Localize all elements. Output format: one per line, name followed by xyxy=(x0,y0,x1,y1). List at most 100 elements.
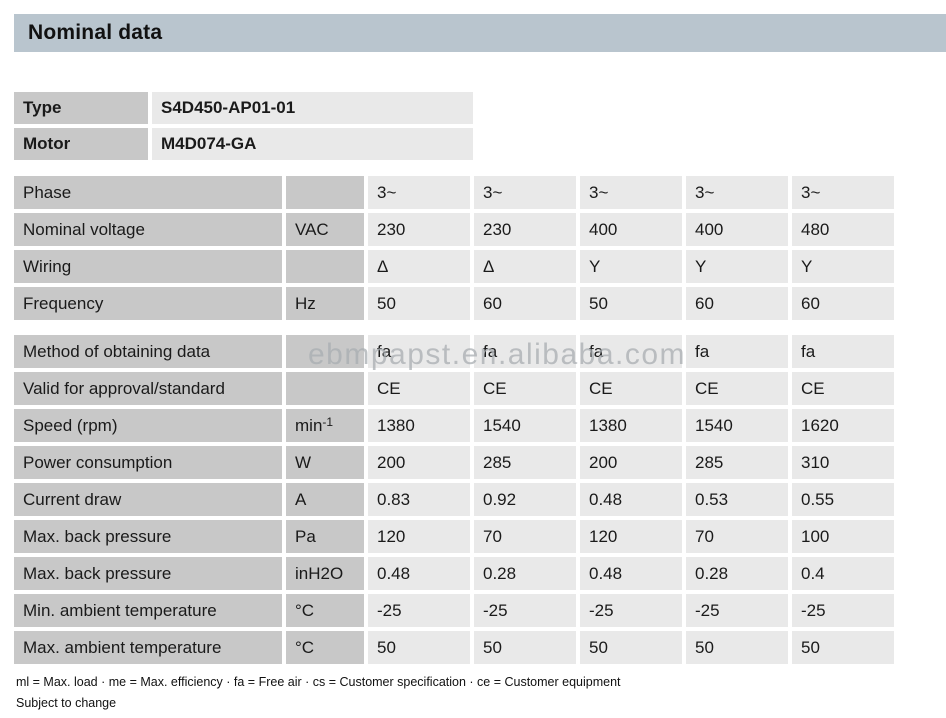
row-value-cell: -25 xyxy=(474,594,576,627)
table-row: Valid for approval/standard CE CE CE CE CE xyxy=(14,372,894,405)
row-value-cell: -25 xyxy=(368,594,470,627)
identity-table: Type S4D450-AP01-01 Motor M4D074-GA xyxy=(14,92,473,164)
row-value-cell: 310 xyxy=(792,446,894,479)
table-row: Type S4D450-AP01-01 xyxy=(14,92,473,124)
row-unit-cell xyxy=(286,176,364,209)
row-label-cell: Phase xyxy=(14,176,282,209)
row-value-cell: -25 xyxy=(580,594,682,627)
row-value-cell: fa xyxy=(580,335,682,368)
row-value-cell: 285 xyxy=(686,446,788,479)
row-value-cell: 400 xyxy=(686,213,788,246)
table-row: Min. ambient temperature °C -25 -25 -25 -25 -2… xyxy=(14,594,894,627)
row-unit-cell: Hz xyxy=(286,287,364,320)
row-value-cell: 3~ xyxy=(474,176,576,209)
row-value-cell: 3~ xyxy=(792,176,894,209)
row-value-cell: 480 xyxy=(792,213,894,246)
row-value-cell: 0.48 xyxy=(368,557,470,590)
row-value-cell: 0.55 xyxy=(792,483,894,516)
row-value-cell: 200 xyxy=(580,446,682,479)
row-unit-cell: Pa xyxy=(286,520,364,553)
row-value-cell: 200 xyxy=(368,446,470,479)
row-value-cell: fa xyxy=(686,335,788,368)
unit-text: Pa xyxy=(295,526,316,546)
row-unit-cell: °C xyxy=(286,631,364,664)
row-value-cell: 285 xyxy=(474,446,576,479)
row-value-cell: M4D074-GA xyxy=(152,128,473,160)
unit-text: W xyxy=(295,452,312,472)
unit-text: Hz xyxy=(295,293,316,313)
section-header-bar: Nominal data xyxy=(14,14,946,52)
row-value-cell: 230 xyxy=(474,213,576,246)
row-value-cell: 100 xyxy=(792,520,894,553)
row-label-cell: Current draw xyxy=(14,483,282,516)
table-row: Motor M4D074-GA xyxy=(14,128,473,160)
row-value-cell: 1380 xyxy=(580,409,682,442)
row-unit-cell xyxy=(286,335,364,368)
row-unit-cell xyxy=(286,372,364,405)
footnote-abbreviations: ml = Max. load · me = Max. efficiency · … xyxy=(16,675,621,689)
spec-table-electrical: Phase 3~ 3~ 3~ 3~ 3~ Nominal voltage VAC 230 230 4… xyxy=(14,176,894,324)
unit-superscript: -1 xyxy=(322,414,334,429)
row-value-cell: CE xyxy=(686,372,788,405)
table-row: Frequency Hz 50 60 50 60 60 xyxy=(14,287,894,320)
row-label-cell: Max. ambient temperature xyxy=(14,631,282,664)
row-label-cell: Speed (rpm) xyxy=(14,409,282,442)
row-value-cell: 1620 xyxy=(792,409,894,442)
table-row: Max. ambient temperature °C 50 50 50 50 50 xyxy=(14,631,894,664)
page-title: Nominal data xyxy=(28,21,163,44)
row-label-cell: Max. back pressure xyxy=(14,520,282,553)
row-value-cell: 50 xyxy=(792,631,894,664)
row-value-cell: 3~ xyxy=(368,176,470,209)
unit-text: °C xyxy=(295,637,315,657)
row-value-cell: 120 xyxy=(368,520,470,553)
row-value-cell: 60 xyxy=(792,287,894,320)
row-value-cell: -25 xyxy=(686,594,788,627)
row-value-cell: 0.4 xyxy=(792,557,894,590)
row-value-cell: 1380 xyxy=(368,409,470,442)
row-value-cell: 0.28 xyxy=(474,557,576,590)
row-label-cell: Max. back pressure xyxy=(14,557,282,590)
row-value-cell: 230 xyxy=(368,213,470,246)
row-unit-cell: inH2O xyxy=(286,557,364,590)
row-unit-cell: °C xyxy=(286,594,364,627)
row-label-cell: Valid for approval/standard xyxy=(14,372,282,405)
row-value-cell: Y xyxy=(792,250,894,283)
row-value-cell: 50 xyxy=(686,631,788,664)
row-value-cell: Y xyxy=(580,250,682,283)
row-label-cell: Motor xyxy=(14,128,148,160)
row-label-cell: Frequency xyxy=(14,287,282,320)
row-value-cell: 120 xyxy=(580,520,682,553)
row-value-cell: fa xyxy=(368,335,470,368)
table-row: Speed (rpm) min -1 1380 1540 1380 1540 1620 xyxy=(14,409,894,442)
row-value-cell: 1540 xyxy=(474,409,576,442)
unit-text: A xyxy=(295,489,307,509)
row-value-cell: 70 xyxy=(474,520,576,553)
row-value-cell: CE xyxy=(792,372,894,405)
row-value-cell: CE xyxy=(580,372,682,405)
row-value-cell: 50 xyxy=(368,631,470,664)
row-value-cell: 0.48 xyxy=(580,483,682,516)
row-value-cell: 60 xyxy=(474,287,576,320)
row-value-cell: CE xyxy=(368,372,470,405)
row-label-cell: Min. ambient temperature xyxy=(14,594,282,627)
row-label-cell: Wiring xyxy=(14,250,282,283)
unit-text: min xyxy=(295,415,323,435)
row-value-cell: CE xyxy=(474,372,576,405)
table-row: Wiring Δ Δ Y Y Y xyxy=(14,250,894,283)
table-row: Max. back pressure Pa 120 70 120 70 100 xyxy=(14,520,894,553)
row-value-cell: 0.48 xyxy=(580,557,682,590)
row-label-cell: Method of obtaining data xyxy=(14,335,282,368)
table-row: Power consumption W 200 285 200 285 310 xyxy=(14,446,894,479)
row-value-cell: 0.28 xyxy=(686,557,788,590)
row-value-cell: Δ xyxy=(368,250,470,283)
row-value-cell: S4D450-AP01-01 xyxy=(152,92,473,124)
row-value-cell: 50 xyxy=(580,287,682,320)
row-value-cell: 400 xyxy=(580,213,682,246)
row-value-cell: fa xyxy=(792,335,894,368)
row-value-cell: 1540 xyxy=(686,409,788,442)
row-value-cell: 70 xyxy=(686,520,788,553)
table-row: Nominal voltage VAC 230 230 400 400 480 xyxy=(14,213,894,246)
row-value-cell: 50 xyxy=(580,631,682,664)
row-value-cell: 3~ xyxy=(580,176,682,209)
row-value-cell: 0.92 xyxy=(474,483,576,516)
